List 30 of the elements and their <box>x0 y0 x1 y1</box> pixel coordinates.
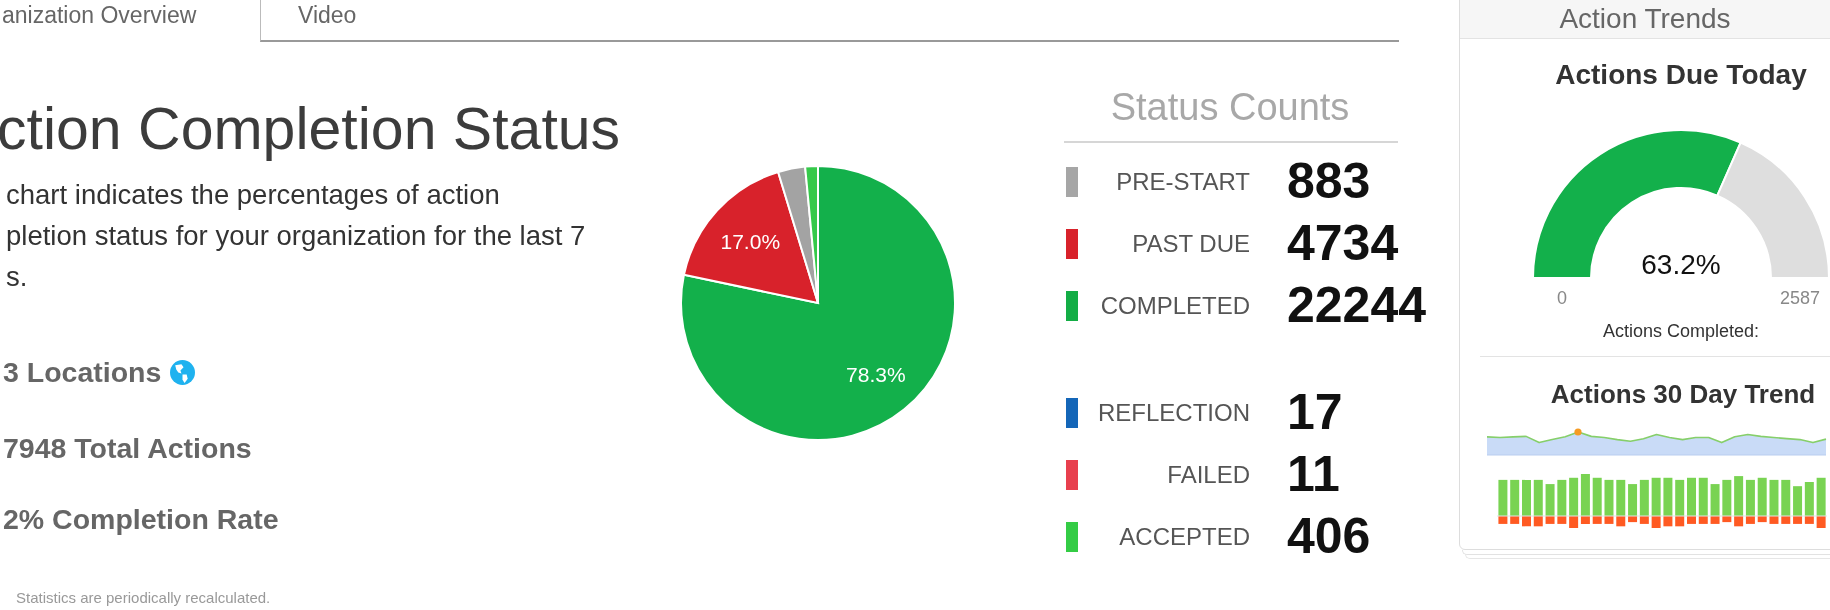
data-label: 63.2% <box>1641 248 1721 280</box>
category-label: FAILED <box>1166 460 1250 490</box>
text: 2% Completion Rate <box>3 503 279 535</box>
text: Status Counts <box>1109 85 1351 129</box>
text: Actions Completed: <box>1601 321 1761 342</box>
pie-slice <box>680 165 956 441</box>
text: 7948 Total Actions <box>3 432 252 464</box>
category-label: PAST DUE <box>1131 229 1250 259</box>
data-label: 78.3% <box>846 362 906 386</box>
text: 11 <box>1287 446 1340 502</box>
text: 0 <box>1556 288 1568 309</box>
text: 17 <box>1287 384 1343 440</box>
text: anization Overview <box>2 2 197 28</box>
text: 2587 <box>1778 288 1821 309</box>
text: chart indicates the percentages of action pletion status for your organization for the last 7 s. <box>6 178 586 294</box>
text: 22244 <box>1287 277 1427 333</box>
data-label: 17.0% <box>720 229 781 253</box>
category-label: ACCEPTED <box>1118 522 1250 552</box>
category-label: PRE-START <box>1115 167 1250 197</box>
text: Video <box>298 2 357 28</box>
text: 406 <box>1287 508 1371 564</box>
text: 883 <box>1287 153 1371 209</box>
text: Action Trends <box>1460 2 1830 36</box>
text: 4734 <box>1287 215 1399 271</box>
text: 3 Locations <box>3 356 162 388</box>
chart-title: Actions 30 Day Trend <box>1549 378 1817 410</box>
chart-title: Actions Due Today <box>1554 58 1808 92</box>
category-label: REFLECTION <box>1097 398 1250 428</box>
category-label: COMPLETED <box>1099 291 1250 321</box>
text: Statistics are periodically recalculated. <box>16 589 271 606</box>
